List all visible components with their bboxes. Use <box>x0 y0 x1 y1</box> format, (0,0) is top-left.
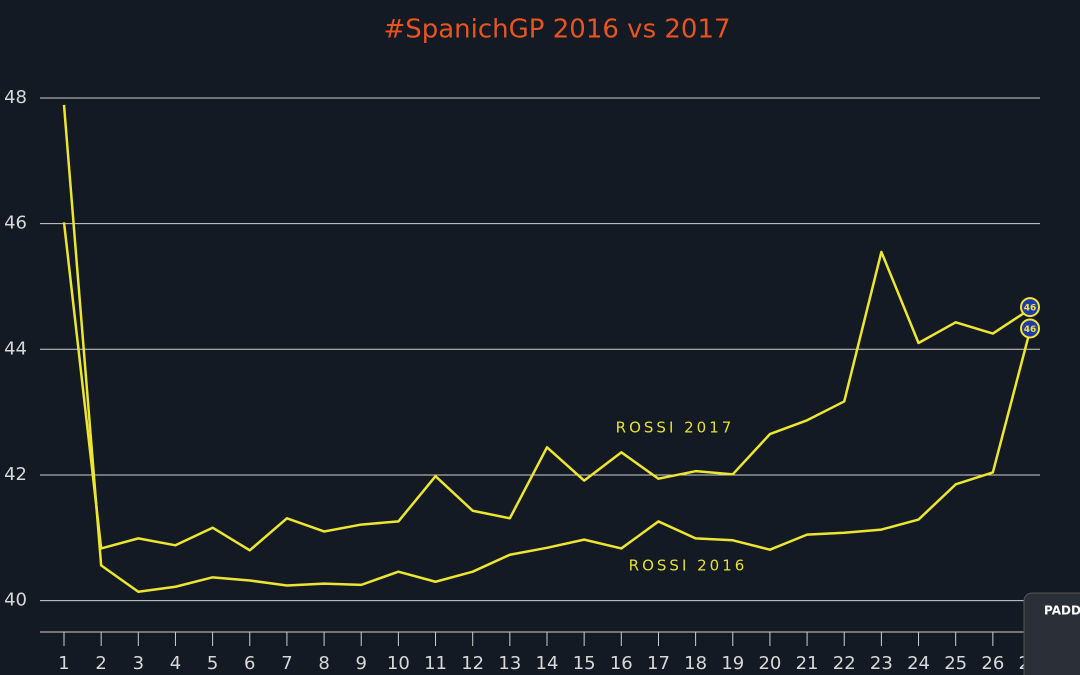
x-tick-label: 15 <box>573 653 596 674</box>
badge-circle <box>1020 297 1040 318</box>
x-tick-label: 21 <box>796 653 819 674</box>
badge-circle <box>1020 318 1040 339</box>
y-tick-label: 46 <box>4 213 27 234</box>
chart-title: #SpanichGP 2016 vs 2017 <box>383 15 730 45</box>
x-tick-label: 7 <box>281 653 292 674</box>
x-tick-label: 18 <box>684 653 707 674</box>
y-tick-label: 42 <box>4 464 27 485</box>
x-tick-label: 23 <box>870 653 893 674</box>
x-tick-label: 17 <box>647 653 670 674</box>
x-tick-label: 5 <box>207 653 218 674</box>
x-tick-label: 14 <box>536 653 559 674</box>
x-tick-label: 25 <box>944 653 967 674</box>
x-tick-label: 4 <box>170 653 181 674</box>
y-tick-label: 44 <box>4 338 27 359</box>
x-tick-label: 26 <box>981 653 1004 674</box>
x-tick-label: 10 <box>387 653 410 674</box>
data-line <box>62 104 1032 594</box>
logo: PADD <box>1023 592 1080 675</box>
badge: 46 <box>1020 297 1040 318</box>
logo-text: PADD <box>1044 604 1080 618</box>
x-tick-label: 1 <box>58 653 69 674</box>
series-label: ROSSI 2017 <box>616 419 735 437</box>
series-label: ROSSI 2016 <box>629 557 748 575</box>
x-tick-label: 3 <box>133 653 144 674</box>
x-tick-label: 20 <box>758 653 781 674</box>
y-tick-label: 40 <box>4 590 27 611</box>
badge: 46 <box>1020 318 1040 339</box>
x-tick-label: 9 <box>356 653 367 674</box>
x-tick-label: 16 <box>610 653 633 674</box>
x-tick-label: 22 <box>833 653 856 674</box>
data-line <box>62 222 1031 552</box>
x-tick-label: 13 <box>498 653 521 674</box>
x-tick-label: 11 <box>424 653 447 674</box>
logo-box <box>1023 592 1080 675</box>
badge-label: 46 <box>1024 325 1037 335</box>
badge-label: 46 <box>1024 304 1037 314</box>
x-tick-label: 6 <box>244 653 255 674</box>
x-tick-label: 8 <box>318 653 329 674</box>
x-tick-label: 2 <box>95 653 106 674</box>
x-tick-label: 24 <box>907 653 930 674</box>
y-tick-label: 48 <box>4 87 27 108</box>
x-tick-label: 12 <box>461 653 484 674</box>
x-tick-label: 19 <box>721 653 744 674</box>
